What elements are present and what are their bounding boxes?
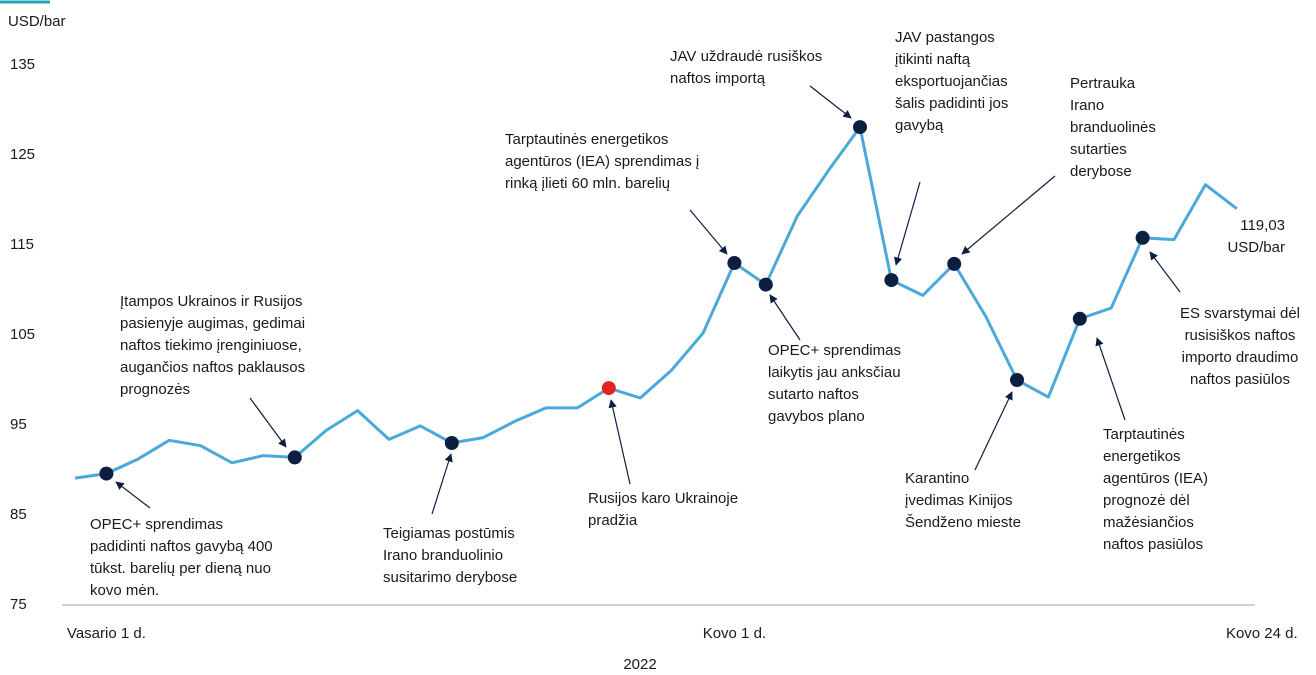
annotation-text: eksportuojančias <box>895 73 1008 90</box>
annotation-text: naftos pasiūlos <box>1190 371 1290 388</box>
event-marker <box>947 256 962 271</box>
annotation-text: OPEC+ sprendimas <box>90 516 223 533</box>
x-tick-label: Kovo 1 d. <box>703 625 766 642</box>
annotation-text: tūkst. barelių per dieną nuo <box>90 560 271 577</box>
annotation-arrow <box>769 294 801 341</box>
y-tick-label: 75 <box>10 596 27 613</box>
x-axis-label: 2022 <box>623 656 656 673</box>
annotation-text: Irano branduolinio <box>383 547 503 564</box>
annotation-text: importo draudimo <box>1182 349 1299 366</box>
annotation-arrow <box>1149 251 1181 293</box>
annotation-text: Tarptautinės <box>1103 426 1185 443</box>
end-unit-label: USD/bar <box>1227 239 1285 256</box>
annotation-text: ES svarstymai dėl <box>1180 305 1300 322</box>
y-tick-label: 95 <box>10 416 27 433</box>
annotation-text: derybose <box>1070 163 1132 180</box>
x-tick-label: Kovo 24 d. <box>1226 625 1298 642</box>
annotation-arrow <box>249 397 287 448</box>
annotation-text: rinką įlieti 60 mln. barelių <box>505 175 670 192</box>
annotation-text: Irano <box>1070 97 1104 114</box>
war-marker <box>601 381 616 396</box>
annotation-text: kovo mėn. <box>90 582 159 599</box>
event-marker <box>884 273 899 288</box>
event-marker <box>1010 373 1024 387</box>
event-marker <box>853 120 867 135</box>
annotation-text: JAV pastangos <box>895 29 995 46</box>
event-marker <box>1072 311 1087 326</box>
annotation-text: augančios naftos paklausos <box>120 359 305 376</box>
annotation-arrow <box>608 399 631 485</box>
annotation-text: Šendženo mieste <box>905 514 1021 531</box>
annotation-text: naftos tiekimo įrenginiuose, <box>120 337 302 354</box>
annotation-arrow <box>1095 337 1126 421</box>
annotation-arrow <box>894 181 921 266</box>
y-axis-label: USD/bar <box>8 13 66 30</box>
annotation-arrow <box>974 391 1013 471</box>
annotation-text: šalis padidinti jos <box>895 95 1008 112</box>
annotation-arrow <box>689 209 728 255</box>
annotation-text: Tarptautinės energetikos <box>505 131 668 148</box>
annotation-text: naftos pasiūlos <box>1103 536 1203 553</box>
annotation-text: prognozė dėl <box>1103 492 1190 509</box>
annotation-text: padidinti naftos gavybą 400 <box>90 538 273 555</box>
annotation-text: pradžia <box>588 512 638 529</box>
event-marker <box>727 256 742 270</box>
y-tick-label: 125 <box>10 146 35 163</box>
event-marker <box>1135 230 1150 245</box>
annotation-arrow <box>431 453 453 515</box>
y-tick-label: 135 <box>10 56 35 73</box>
annotation-text: agentūros (IEA) <box>1103 470 1208 487</box>
annotation-text: branduolinės <box>1070 119 1156 136</box>
event-marker <box>287 450 302 465</box>
annotation-text: mažėsiančios <box>1103 514 1194 531</box>
annotation-arrow <box>809 85 852 119</box>
annotation-text: JAV uždraudė rusiškos <box>670 48 822 65</box>
annotation-text: rusisiškos naftos <box>1185 327 1296 344</box>
annotation-text: OPEC+ sprendimas <box>768 342 901 359</box>
end-value-label: 119,03 <box>1240 217 1285 234</box>
annotation-arrow <box>961 175 1056 255</box>
annotation-text: sutarto naftos <box>768 386 859 403</box>
annotation-text: naftos importą <box>670 70 766 87</box>
annotation-text: gavybą <box>895 117 944 134</box>
x-tick-label: Vasario 1 d. <box>67 625 146 642</box>
annotation-text: susitarimo derybose <box>383 569 517 586</box>
annotation-text: agentūros (IEA) sprendimas į <box>505 153 699 170</box>
annotation-text: energetikos <box>1103 448 1181 465</box>
y-tick-label: 115 <box>10 236 34 253</box>
event-marker <box>444 436 459 450</box>
annotation-text: laikytis jau anksčiau <box>768 364 901 381</box>
annotation-text: gavybos plano <box>768 408 865 425</box>
event-marker <box>758 277 773 292</box>
annotation-text: Įtampos Ukrainos ir Rusijos <box>120 293 303 310</box>
annotation-text: Rusijos karo Ukrainoje <box>588 490 738 507</box>
y-tick-label: 85 <box>10 506 27 523</box>
annotation-arrow <box>115 481 151 509</box>
price-line <box>74 125 1238 480</box>
annotation-text: Pertrauka <box>1070 75 1136 92</box>
annotation-text: pasienyje augimas, gedimai <box>120 315 305 332</box>
event-marker <box>99 466 114 481</box>
annotation-text: įtikinti naftą <box>895 51 971 68</box>
annotation-text: Karantino <box>905 470 969 487</box>
annotation-text: sutarties <box>1070 141 1127 158</box>
y-tick-label: 105 <box>10 326 35 343</box>
annotation-text: prognozės <box>120 381 190 398</box>
annotation-text: Teigiamas postūmis <box>383 525 515 542</box>
annotation-text: įvedimas Kinijos <box>905 492 1013 509</box>
